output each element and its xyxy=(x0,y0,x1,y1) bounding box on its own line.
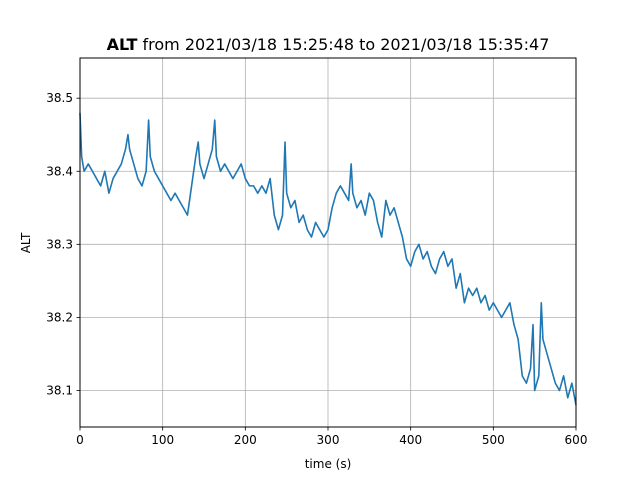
x-tick-label: 500 xyxy=(482,433,505,447)
y-tick-label: 38.4 xyxy=(46,164,73,178)
ticks: 0 100 200 300 400 500 600 38.1 38.2 38.3 38.4 38.5 xyxy=(46,91,587,447)
x-axis-label: time (s) xyxy=(305,457,352,471)
x-tick-label: 100 xyxy=(151,433,174,447)
title-bold-part: ALT xyxy=(107,35,138,54)
title-rest-part: from 2021/03/18 15:25:48 to 2021/03/18 1… xyxy=(137,35,549,54)
x-tick-label: 0 xyxy=(76,433,84,447)
x-tick-label: 300 xyxy=(317,433,340,447)
y-axis-label: ALT xyxy=(19,232,33,253)
x-tick-label: 600 xyxy=(565,433,588,447)
x-tick-label: 400 xyxy=(399,433,422,447)
alt-series-line xyxy=(79,112,577,406)
y-tick-label: 38.1 xyxy=(46,383,73,397)
chart-title: ALT from 2021/03/18 15:25:48 to 2021/03/… xyxy=(107,35,550,54)
y-tick-label: 38.2 xyxy=(46,310,73,324)
y-tick-label: 38.3 xyxy=(46,237,73,251)
data-layer xyxy=(79,112,577,406)
y-tick-label: 38.5 xyxy=(46,91,73,105)
x-tick-label: 200 xyxy=(234,433,257,447)
